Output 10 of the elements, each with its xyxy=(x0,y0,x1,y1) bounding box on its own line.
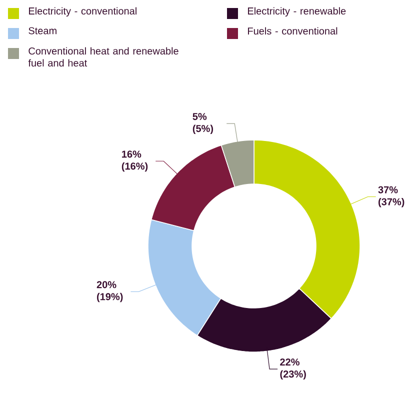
legend-label: Conventional heat and renewable fuel and heat xyxy=(28,47,178,67)
legend-label: Electricity - renewable xyxy=(248,7,346,17)
data-label: 20% (19%) xyxy=(96,281,123,302)
data-label: 16% (16%) xyxy=(122,150,148,172)
data-label: 5% (5%) xyxy=(192,113,214,134)
legend-label: Steam xyxy=(28,27,56,34)
legend-label: Electricity - conventional xyxy=(29,7,136,17)
legend-label: Fuels - conventional xyxy=(248,27,338,35)
data-label: 22% (23%) xyxy=(280,358,306,380)
data-label: 37% (37%) xyxy=(378,186,404,208)
